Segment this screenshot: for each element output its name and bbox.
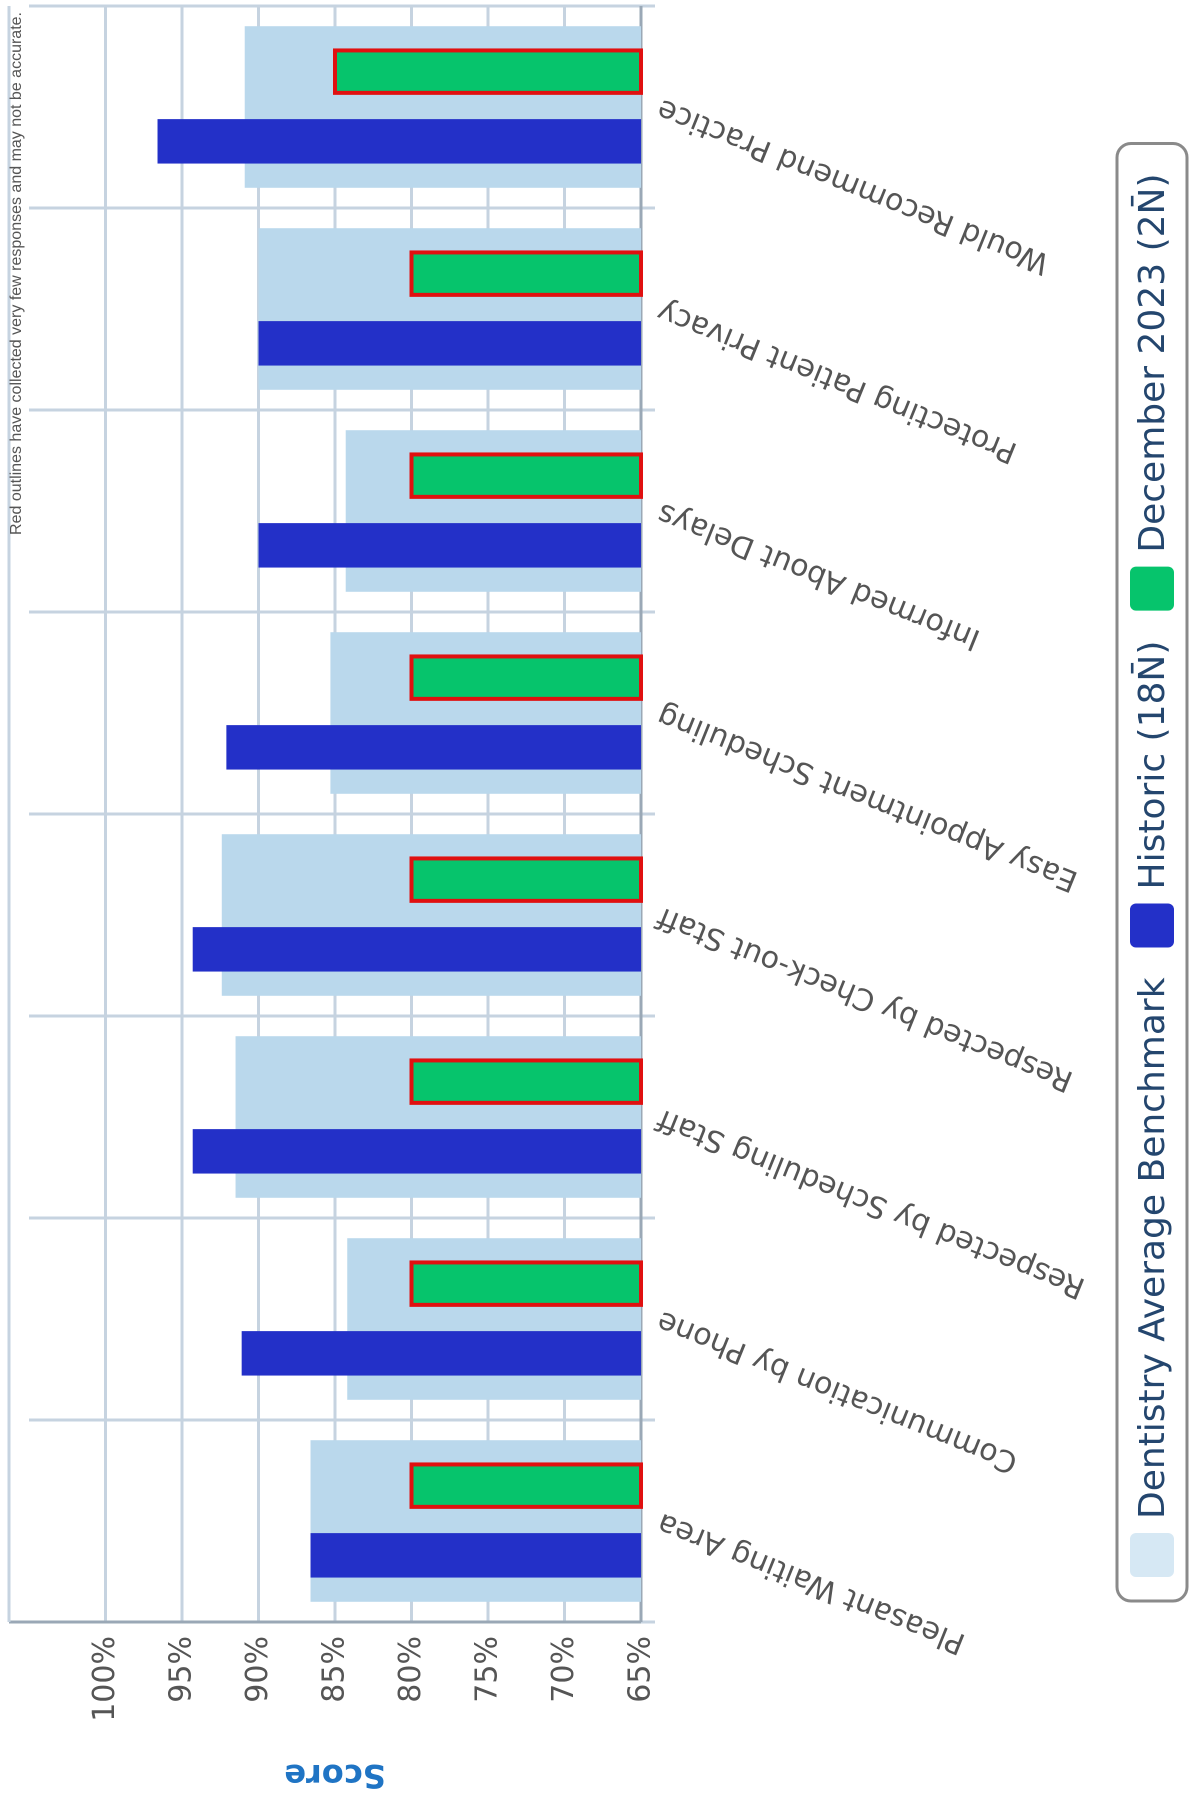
legend-swatch: [1130, 903, 1174, 948]
legend-label: Dentistry Average Benchmark: [1132, 977, 1173, 1519]
y-tick-label: 80%: [393, 1636, 428, 1703]
bar: [310, 1533, 641, 1578]
note: Red outlines have collected very few res…: [8, 12, 25, 535]
x-tick-label: Protecting Patient Privacy: [652, 294, 1022, 471]
y-tick-label: 85%: [317, 1636, 352, 1703]
bar: [258, 523, 641, 568]
x-tick-label: Respected by Check-out Staff: [651, 899, 1078, 1099]
y-tick-label: 65%: [623, 1636, 658, 1703]
bar: [409, 1260, 643, 1307]
legend-swatch: [1130, 566, 1174, 611]
x-tick-label: Would Recommend Practice: [652, 92, 1054, 282]
bar: [226, 725, 641, 770]
bar: [409, 1058, 643, 1105]
bar: [192, 1129, 642, 1174]
y-tick-label: 75%: [470, 1636, 505, 1703]
bar: [409, 1462, 643, 1509]
y-tick-label: 90%: [240, 1636, 275, 1703]
bar: [409, 250, 643, 297]
legend-swatch: [1130, 1533, 1174, 1577]
bar: [157, 119, 642, 164]
bar: [409, 654, 643, 701]
y-tick-label: 95%: [164, 1636, 199, 1703]
legend-box: [1115, 142, 1189, 1603]
bar: [333, 48, 643, 95]
legend-label: December 2023 (2N̄): [1130, 174, 1173, 553]
bar: [192, 927, 642, 972]
bar: [241, 1331, 641, 1376]
y-tick-label: 100%: [87, 1636, 122, 1722]
x-tick-label: Informed About Delays: [652, 496, 985, 658]
chart-frame: 65% 70% 75% 80% 85% 90% 95% 100% Pleasant Waitin…: [7, 4, 1189, 1795]
legend-label: Historic (18N̄): [1130, 641, 1173, 890]
x-tick-label: Respected by Scheduling Staff: [651, 1101, 1090, 1305]
x-tick-label: Communication by Phone: [652, 1304, 1022, 1481]
bar: [258, 321, 641, 366]
y-axis-title: Score: [284, 1757, 385, 1795]
bar: [409, 856, 643, 903]
x-tick-label: Pleasant Waiting Area: [652, 1506, 970, 1662]
y-tick-label: 70%: [546, 1636, 581, 1703]
x-tick-label: Easy Appointment Scheduling: [652, 698, 1082, 899]
bar: [409, 452, 643, 499]
